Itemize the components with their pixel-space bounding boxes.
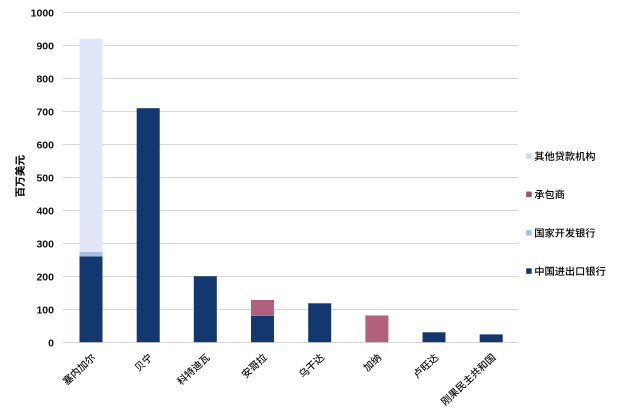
svg-text:500: 500 <box>36 173 54 185</box>
svg-text:400: 400 <box>36 206 54 218</box>
svg-text:600: 600 <box>36 140 54 152</box>
svg-text:200: 200 <box>36 272 54 284</box>
svg-text:800: 800 <box>36 74 54 86</box>
svg-text:100: 100 <box>36 305 54 317</box>
svg-text:1000: 1000 <box>31 8 55 20</box>
svg-text:300: 300 <box>36 239 54 251</box>
svg-text:900: 900 <box>36 41 54 53</box>
svg-text:700: 700 <box>36 107 54 119</box>
svg-text:0: 0 <box>48 338 54 350</box>
